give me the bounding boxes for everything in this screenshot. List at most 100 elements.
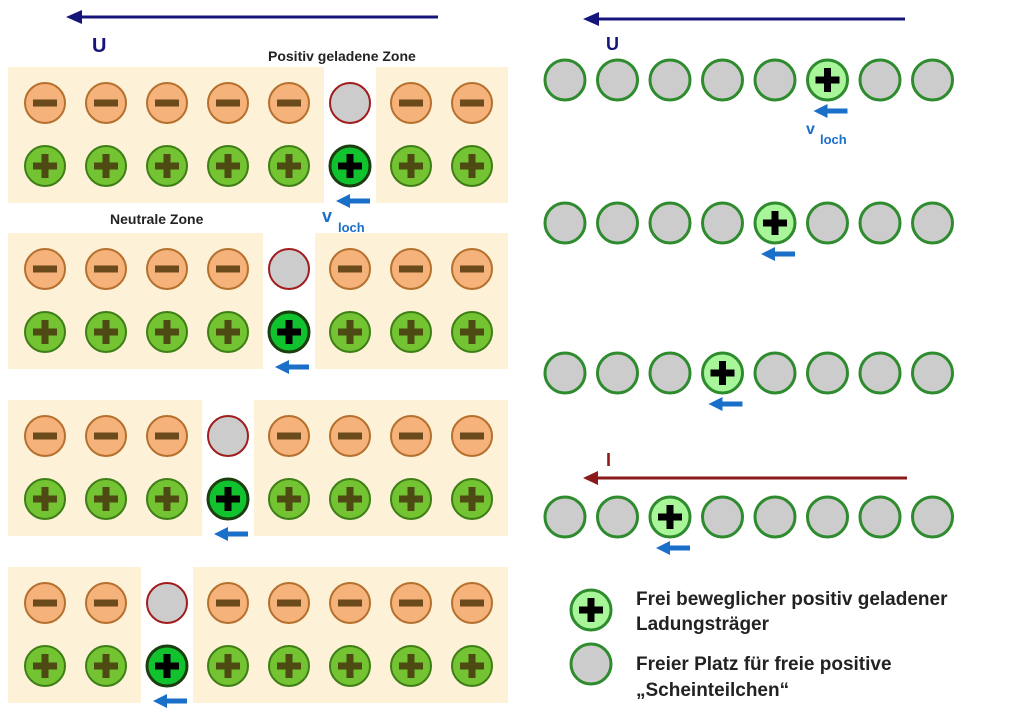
lattice-panel	[376, 67, 508, 203]
right-velocity-label: v	[806, 121, 815, 138]
atom-core-icon	[85, 311, 127, 353]
free-hole-carrier-icon	[267, 310, 311, 354]
lattice-panel	[8, 567, 141, 703]
electron-ion-icon	[85, 415, 127, 457]
carrier-legend-icon	[569, 588, 613, 632]
electron-ion-icon	[146, 415, 188, 457]
right-row-2	[543, 201, 954, 261]
electron-ion-icon	[24, 248, 66, 290]
free-site-icon	[911, 201, 954, 245]
hole-velocity-arrow	[336, 194, 370, 208]
free-site-icon	[596, 201, 639, 245]
atom-core-icon	[85, 478, 127, 520]
hole-icon	[207, 415, 249, 457]
electron-ion-icon	[268, 582, 310, 624]
electron-ion-icon	[451, 582, 493, 624]
left-voltage-arrow	[66, 10, 438, 24]
hole-icon	[268, 248, 310, 290]
free-site-icon	[858, 58, 902, 102]
free-site-icon	[701, 58, 744, 102]
positive-zone-label: Positiv geladene Zone	[268, 48, 416, 64]
left-row-2	[8, 233, 508, 374]
left-voltage-label: U	[92, 35, 106, 57]
electron-ion-icon	[390, 248, 432, 290]
right-row-3	[543, 351, 954, 411]
electron-ion-icon	[451, 82, 493, 124]
atom-core-icon	[451, 645, 493, 687]
free-site-icon	[858, 201, 902, 245]
atom-core-icon	[85, 145, 127, 187]
free-site-icon	[648, 201, 692, 245]
left-velocity-subscript: loch	[338, 220, 365, 235]
atom-core-icon	[24, 311, 66, 353]
legend: Frei beweglicher positiv geladener Ladun…	[569, 588, 948, 701]
atom-core-icon	[207, 145, 249, 187]
left-velocity-label: v	[322, 206, 332, 226]
atom-core-icon	[85, 645, 127, 687]
right-row-1	[543, 58, 954, 118]
electron-ion-icon	[390, 415, 432, 457]
atom-core-icon	[451, 478, 493, 520]
free-site-icon	[753, 58, 797, 102]
legend-site-line2: „Scheinteilchen“	[636, 680, 789, 701]
free-site-icon	[806, 351, 849, 395]
atom-core-icon	[24, 145, 66, 187]
free-site-icon	[806, 495, 849, 539]
electron-ion-icon	[390, 582, 432, 624]
atom-core-icon	[390, 478, 432, 520]
free-site-icon	[596, 495, 639, 539]
carrier-velocity-arrow	[761, 247, 795, 261]
positive-carrier-icon	[753, 201, 797, 245]
atom-core-icon	[268, 478, 310, 520]
positive-carrier-icon	[648, 495, 692, 539]
atom-core-icon	[207, 311, 249, 353]
free-hole-carrier-icon	[328, 144, 372, 188]
hole-velocity-arrow	[214, 527, 248, 541]
electron-ion-icon	[268, 82, 310, 124]
free-site-icon	[543, 58, 587, 102]
hole-icon	[146, 582, 188, 624]
electron-ion-icon	[451, 248, 493, 290]
electron-ion-icon	[451, 415, 493, 457]
atom-core-icon	[24, 645, 66, 687]
legend-carrier-line2: Ladungsträger	[636, 614, 770, 635]
atom-core-icon	[451, 311, 493, 353]
electron-ion-icon	[146, 248, 188, 290]
free-site-icon	[911, 495, 954, 539]
free-site-icon	[648, 351, 692, 395]
hole-velocity-arrow	[153, 694, 187, 708]
free-site-icon	[543, 495, 587, 539]
right-lattice	[543, 58, 954, 555]
left-lattice	[8, 67, 508, 708]
free-site-icon	[701, 495, 744, 539]
hole-velocity-arrow	[275, 360, 309, 374]
positive-carrier-icon	[701, 351, 744, 395]
free-site-icon	[911, 58, 954, 102]
left-row-3	[8, 400, 508, 541]
electron-ion-icon	[85, 582, 127, 624]
right-voltage-arrow	[583, 12, 905, 26]
free-site-icon	[858, 351, 902, 395]
electron-ion-icon	[85, 82, 127, 124]
electron-ion-icon	[24, 415, 66, 457]
hole-icon	[329, 82, 371, 124]
atom-core-icon	[390, 145, 432, 187]
free-site-icon	[701, 201, 744, 245]
atom-core-icon	[146, 145, 188, 187]
atom-core-icon	[207, 645, 249, 687]
right-row-4	[543, 495, 954, 555]
current-arrow	[583, 471, 907, 485]
neutral-zone-label: Neutrale Zone	[110, 211, 204, 227]
free-hole-carrier-icon	[206, 477, 250, 521]
atom-core-icon	[329, 645, 371, 687]
atom-core-icon	[268, 145, 310, 187]
atom-core-icon	[146, 478, 188, 520]
electron-ion-icon	[85, 248, 127, 290]
electron-ion-icon	[207, 82, 249, 124]
carrier-velocity-arrow	[656, 541, 690, 555]
free-site-icon	[753, 351, 797, 395]
atom-core-icon	[329, 478, 371, 520]
free-site-icon	[543, 351, 587, 395]
atom-core-icon	[146, 311, 188, 353]
